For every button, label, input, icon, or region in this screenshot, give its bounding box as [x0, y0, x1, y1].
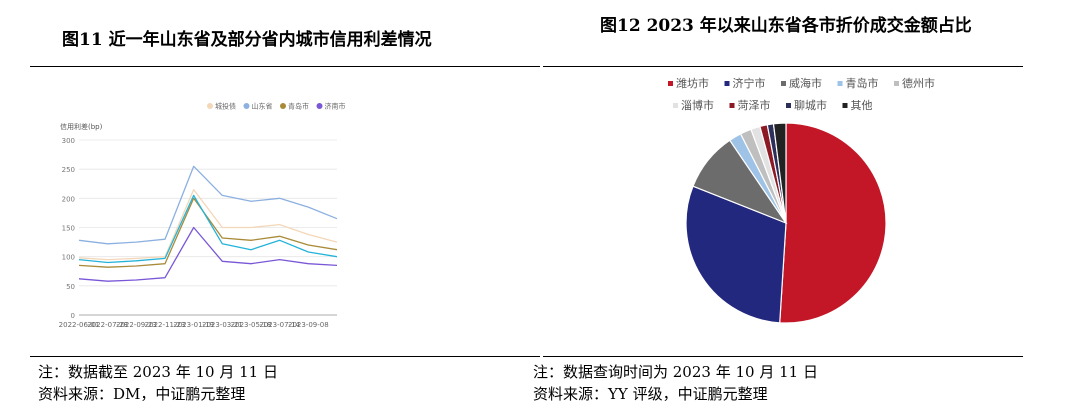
legend-swatch [894, 81, 899, 86]
y-axis-label: 信用利差(bp) [60, 122, 103, 131]
legend-label: 其他 [851, 99, 873, 112]
legend-label: 青岛市 [846, 76, 879, 90]
x-tick-label: 2022-07-28 [87, 321, 128, 329]
series-line [78, 226, 338, 282]
legend-label: 菏泽市 [738, 98, 771, 112]
legend-label: 济南市 [325, 102, 346, 111]
legend-swatch [729, 103, 735, 108]
pie-slice [779, 122, 887, 324]
right-note: 注：数据查询时间为 2023 年 10 月 11 日 [533, 363, 818, 381]
y-tick-label: 100 [62, 254, 75, 262]
y-tick-label: 200 [62, 195, 75, 203]
legend-label: 山东省 [252, 102, 273, 111]
legend-label: 德州市 [902, 76, 935, 90]
legend-swatch [781, 81, 786, 86]
right-source: 资料来源：YY 评级，中证鹏元整理 [533, 385, 768, 403]
x-tick-label: 2023-07-14 [259, 321, 300, 329]
legend-label: 青岛市 [288, 102, 309, 111]
legend-label: 济宁市 [733, 76, 766, 90]
x-tick-label: 2023-09-08 [288, 321, 329, 329]
right-bottom-rule [543, 356, 1023, 357]
series-line [78, 197, 338, 268]
pie-slice [685, 185, 787, 324]
legend-swatch [243, 103, 250, 109]
legend-swatch [837, 81, 843, 86]
y-tick-label: 150 [62, 225, 75, 233]
legend-label: 城投债 [215, 102, 236, 111]
left-source: 资料来源：DM，中证鹏元整理 [38, 385, 246, 403]
series-line [78, 194, 338, 264]
figure-12-title: 图12 2023 年以来山东省各市折价成交金额占比 [600, 16, 972, 36]
legend-swatch [673, 103, 678, 108]
legend-label: 聊城市 [794, 98, 827, 112]
y-tick-label: 250 [62, 166, 75, 174]
left-bottom-rule [30, 356, 540, 357]
x-tick-label: 2023-05-18 [231, 321, 272, 329]
x-tick-label: 2022-06-01 [59, 321, 100, 329]
y-tick-label: 50 [66, 283, 75, 291]
series-line [78, 165, 338, 245]
x-tick-label: 2023-01-19 [173, 321, 214, 329]
legend-swatch [724, 81, 730, 86]
legend-swatch [207, 103, 213, 109]
line-chart: 050100150200250300信用利差(bp)2022-06-012022… [59, 102, 346, 330]
legend-swatch [316, 103, 323, 109]
right-top-rule [543, 66, 1023, 67]
x-tick-label: 2022-09-23 [116, 321, 157, 329]
pie-slice [772, 122, 787, 224]
figure-11-title: 图11 近一年山东省及部分省内城市信用利差情况 [62, 30, 432, 50]
x-tick-label: 2023-03-21 [202, 321, 243, 329]
legend-swatch [280, 103, 286, 109]
y-tick-label: 0 [71, 312, 75, 320]
y-tick-label: 300 [62, 137, 75, 145]
left-note: 注：数据截至 2023 年 10 月 11 日 [38, 363, 278, 381]
legend-swatch [668, 81, 673, 86]
legend-swatch [842, 103, 848, 108]
legend-swatch [786, 103, 791, 108]
legend-label: 威海市 [789, 76, 822, 90]
x-tick-label: 2022-11-23 [145, 321, 186, 329]
legend-label: 淄博市 [681, 98, 714, 112]
legend-label: 潍坊市 [676, 76, 709, 90]
series-line [78, 188, 338, 261]
left-top-rule [30, 66, 540, 67]
